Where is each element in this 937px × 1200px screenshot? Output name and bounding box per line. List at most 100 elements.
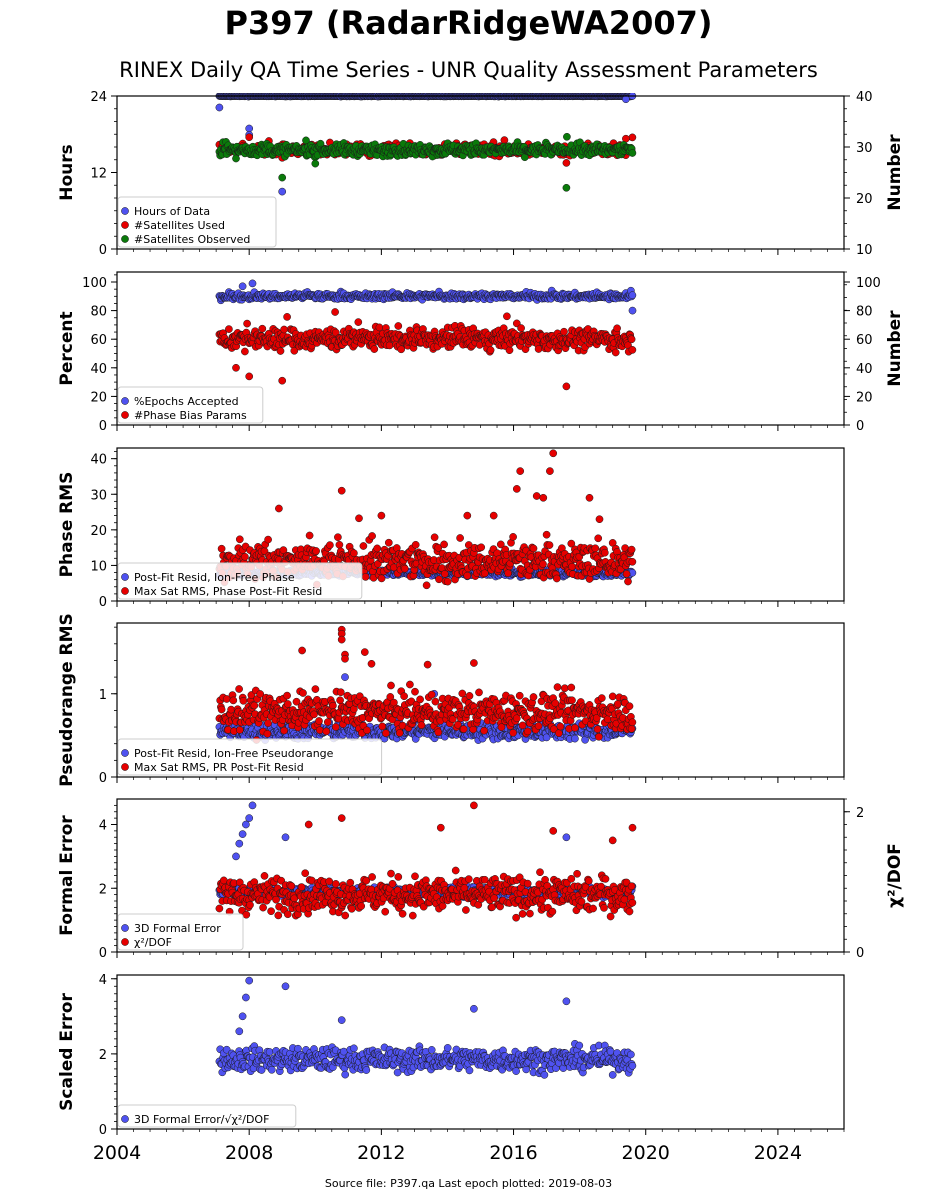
data-point: [628, 149, 637, 157]
data-point: [463, 511, 472, 520]
data-point: [331, 308, 339, 316]
data-point: [225, 325, 233, 333]
y-tick-label: 24: [90, 90, 107, 105]
legend-marker: [121, 221, 129, 229]
data-point: [235, 726, 244, 734]
data-point: [545, 541, 554, 549]
y-tick-label: 30: [90, 488, 107, 503]
data-point: [562, 159, 571, 167]
data-point: [463, 571, 472, 580]
data-point: [611, 348, 620, 357]
data-point: [275, 504, 283, 513]
data-point: [500, 136, 509, 144]
data-point: [591, 544, 600, 553]
data-point: [232, 363, 240, 372]
data-point: [517, 324, 525, 332]
legend-label: Hours of Data: [134, 205, 210, 218]
data-point: [238, 282, 247, 291]
data-point: [562, 382, 571, 391]
data-point: [542, 530, 551, 539]
data-point: [217, 705, 226, 714]
y-tick-label: 100: [82, 276, 107, 291]
data-point: [532, 492, 541, 500]
y-tick-label: 0: [99, 595, 107, 610]
y-tick-label: 40: [90, 453, 107, 468]
legend-label: #Phase Bias Params: [134, 409, 247, 422]
legend-marker: [121, 235, 129, 243]
data-point: [337, 486, 346, 495]
y-tick-label: 0: [99, 243, 107, 258]
data-point: [245, 133, 254, 142]
y-tick-label: 40: [90, 362, 107, 377]
data-point: [456, 534, 464, 542]
data-point: [235, 535, 244, 544]
chart-subtitle: RINEX Daily QA Time Series - UNR Quality…: [119, 58, 818, 82]
data-point: [241, 552, 249, 561]
y2-tick-label: 40: [856, 90, 873, 105]
data-point: [430, 533, 439, 542]
data-point: [278, 173, 287, 182]
data-point: [215, 103, 224, 112]
data-point: [227, 705, 235, 714]
legend-marker: [121, 587, 129, 595]
data-point: [489, 511, 498, 520]
data-point: [258, 324, 267, 333]
data-point: [326, 541, 334, 549]
data-point: [539, 493, 548, 502]
data-point: [280, 325, 288, 334]
panel-hours-legend: [117, 196, 277, 248]
data-point: [354, 318, 363, 326]
legend-label: Max Sat RMS, Phase Post-Fit Resid: [134, 585, 322, 598]
data-point: [600, 548, 609, 557]
data-point: [628, 346, 637, 354]
data-point: [276, 347, 285, 355]
data-point: [278, 187, 287, 196]
data-point: [250, 701, 259, 710]
panel-percent-y2label: Number: [885, 310, 905, 387]
data-point: [350, 549, 358, 558]
data-point: [377, 511, 386, 520]
y2-tick-label: 40: [856, 362, 873, 377]
data-point: [628, 291, 637, 300]
data-point: [377, 574, 386, 583]
data-point: [595, 515, 604, 524]
y-tick-label: 0: [99, 419, 107, 434]
data-point: [370, 345, 379, 353]
data-point: [334, 533, 342, 542]
panel-percent-ylabel: Percent: [57, 311, 77, 385]
data-point: [509, 533, 517, 541]
data-point: [504, 569, 512, 578]
data-point: [594, 534, 603, 543]
data-point: [305, 531, 314, 540]
data-point: [385, 341, 394, 350]
data-point: [229, 696, 238, 705]
data-point: [627, 545, 636, 554]
data-point: [394, 322, 403, 330]
data-point: [311, 159, 320, 168]
panel-hours-points: [215, 93, 637, 196]
y-tick-label: 20: [90, 390, 107, 405]
data-point: [477, 543, 486, 552]
legend-marker: [121, 207, 129, 215]
panel-phase-ylabel: Phase RMS: [57, 472, 77, 578]
legend-marker: [121, 573, 129, 581]
data-point: [563, 132, 571, 141]
data-point: [568, 562, 576, 571]
data-point: [622, 570, 631, 578]
y2-tick-label: 20: [856, 390, 873, 405]
data-point: [361, 573, 370, 581]
data-point: [443, 577, 452, 586]
data-point: [235, 685, 243, 693]
panel-percent-points: [215, 279, 637, 391]
chart-title: P397 (RadarRidgeWA2007): [224, 4, 713, 42]
data-point: [280, 726, 288, 735]
data-point: [263, 729, 272, 738]
data-point: [245, 372, 254, 381]
data-point: [539, 560, 547, 568]
data-point: [628, 306, 637, 315]
data-point: [283, 700, 292, 708]
panel-pseudo-points: [215, 625, 637, 744]
data-point: [422, 581, 431, 590]
y2-tick-label: 30: [856, 141, 873, 156]
